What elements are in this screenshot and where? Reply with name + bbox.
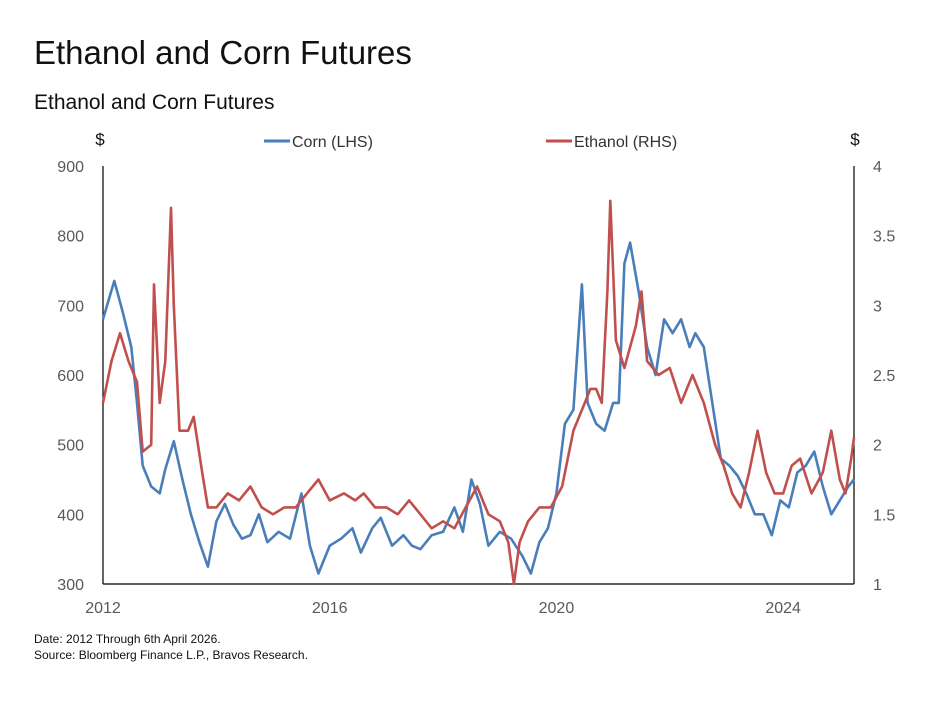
x-tick-labels: 2012 2016 2020 2024 xyxy=(85,600,801,617)
right-y-tick-3: 3 xyxy=(873,298,882,315)
page-title: Ethanol and Corn Futures xyxy=(34,34,412,71)
x-tick-2012: 2012 xyxy=(85,600,121,617)
corn-series-line xyxy=(101,241,856,575)
left-y-tick-300: 300 xyxy=(57,577,84,594)
legend-label-ethanol: Ethanol (RHS) xyxy=(574,134,677,151)
left-y-tick-900: 900 xyxy=(57,159,84,176)
left-y-tick-800: 800 xyxy=(57,229,84,246)
x-tick-2020: 2020 xyxy=(539,600,575,617)
x-tick-2024: 2024 xyxy=(765,600,801,617)
date-note: Date: 2012 Through 6th April 2026. xyxy=(34,632,221,646)
left-y-tick-700: 700 xyxy=(57,298,84,315)
left-y-unit-label: $ xyxy=(95,130,105,149)
left-y-tick-500: 500 xyxy=(57,438,84,455)
right-y-unit-label: $ xyxy=(850,130,860,149)
left-y-tick-labels: 300 400 500 600 700 800 900 xyxy=(57,159,84,594)
right-y-tick-1.5: 1.5 xyxy=(873,507,895,524)
series-layer xyxy=(101,199,856,586)
left-y-tick-400: 400 xyxy=(57,507,84,524)
right-y-tick-2: 2 xyxy=(873,438,882,455)
legend: Corn (LHS) Ethanol (RHS) xyxy=(264,134,677,151)
axes xyxy=(102,166,855,585)
right-y-tick-labels: 1 1.5 2 2.5 3 3.5 4 xyxy=(873,159,895,594)
x-tick-2016: 2016 xyxy=(312,600,348,617)
right-y-tick-3.5: 3.5 xyxy=(873,229,895,246)
chart-subtitle: Ethanol and Corn Futures xyxy=(34,91,275,114)
right-y-tick-1: 1 xyxy=(873,577,882,594)
right-y-tick-4: 4 xyxy=(873,159,882,176)
left-y-tick-600: 600 xyxy=(57,368,84,385)
source-note: Source: Bloomberg Finance L.P., Bravos R… xyxy=(34,648,308,662)
ethanol-series-line xyxy=(101,199,856,586)
legend-label-corn: Corn (LHS) xyxy=(292,134,373,151)
right-y-tick-2.5: 2.5 xyxy=(873,368,895,385)
